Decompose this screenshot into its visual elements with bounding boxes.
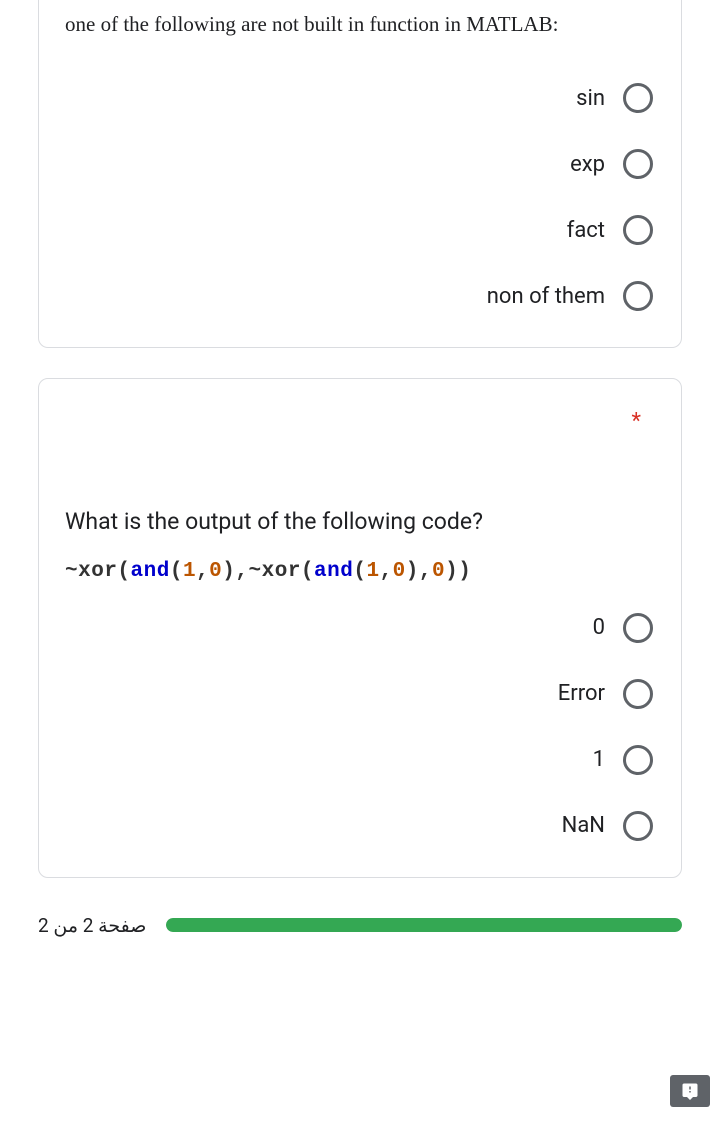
report-button[interactable] — [670, 1075, 710, 1107]
option-label: 1 — [593, 747, 605, 772]
question-title: What is the output of the following code… — [65, 505, 655, 540]
option-nan[interactable]: NaN — [562, 811, 653, 841]
option-label: 0 — [593, 615, 605, 640]
alert-icon — [680, 1082, 700, 1100]
option-label: sin — [576, 86, 605, 111]
radio-icon — [623, 281, 653, 311]
radio-icon — [623, 811, 653, 841]
question-header: one of the following are not built in fu… — [39, 0, 681, 63]
options-group-1: sin exp fact non of them — [39, 63, 681, 347]
progress-fill — [166, 918, 682, 932]
option-1[interactable]: 1 — [593, 745, 653, 775]
required-icon: * — [632, 409, 641, 434]
option-exp[interactable]: exp — [570, 149, 653, 179]
option-label: fact — [567, 218, 605, 243]
radio-icon — [623, 215, 653, 245]
option-fact[interactable]: fact — [567, 215, 653, 245]
radio-icon — [623, 679, 653, 709]
option-label: NaN — [562, 813, 605, 838]
option-0[interactable]: 0 — [593, 613, 653, 643]
radio-icon — [623, 83, 653, 113]
question-card-2: * What is the output of the following co… — [38, 378, 682, 878]
progress-bar — [166, 918, 682, 932]
question-title: one of the following are not built in fu… — [65, 10, 655, 39]
option-label: Error — [558, 681, 605, 706]
radio-icon — [623, 149, 653, 179]
option-sin[interactable]: sin — [576, 83, 653, 113]
form-footer: صفحة 2 من 2 — [0, 908, 720, 937]
page-indicator: صفحة 2 من 2 — [38, 914, 146, 937]
option-none[interactable]: non of them — [487, 281, 653, 311]
radio-icon — [623, 613, 653, 643]
radio-icon — [623, 745, 653, 775]
options-group-2: 0 Error 1 NaN — [39, 593, 681, 877]
question-body: * What is the output of the following co… — [39, 379, 681, 593]
question-header: What is the output of the following code… — [65, 405, 655, 583]
option-error[interactable]: Error — [558, 679, 653, 709]
option-label: exp — [570, 152, 605, 177]
code-snippet: ~xor(and(1,0),~xor(and(1,0),0)) — [65, 560, 655, 583]
option-label: non of them — [487, 284, 605, 309]
question-card-1: one of the following are not built in fu… — [38, 0, 682, 348]
